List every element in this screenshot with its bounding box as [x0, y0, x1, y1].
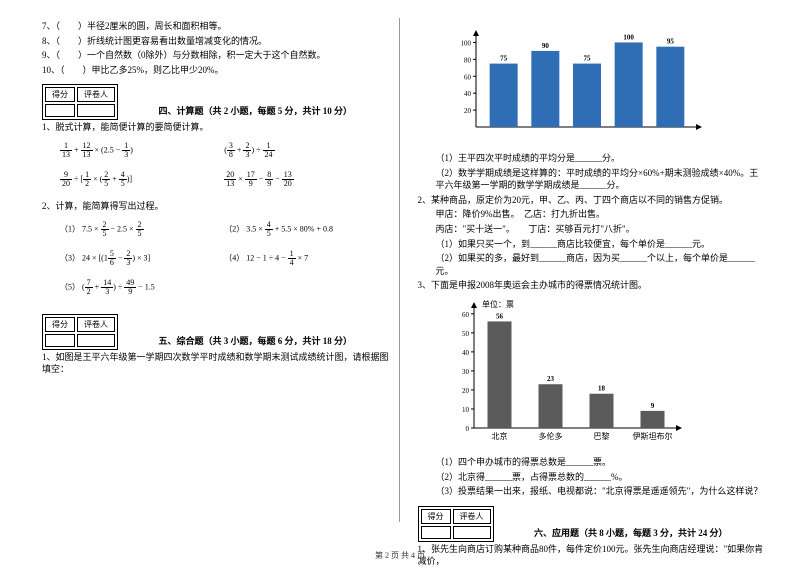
question-7: 7、（ ）半径2厘米的圆，周长和面积相等。	[42, 20, 389, 33]
svg-text:50: 50	[462, 330, 470, 338]
section-4-title: 四、计算题（共 2 小题，每题 5 分，共计 10 分）	[122, 104, 389, 117]
calc1-label: 1、脱式计算，能简便计算的要简便计算。	[42, 121, 389, 134]
svg-text:单位：票: 单位：票	[482, 299, 514, 309]
right-column: 2040608010075907510095 （1）王平四次平时成绩的平均分是_…	[408, 18, 765, 522]
eq-row-1: 113 + 1213 × (2.5 − 13) (38 + 23) ÷ 124	[42, 142, 389, 159]
svg-text:30: 30	[462, 368, 470, 376]
svg-text:80: 80	[464, 56, 472, 64]
svg-text:多伦多: 多伦多	[538, 431, 562, 441]
question-9: 9、（ ）一个自然数（0除外）与分数相除，积一定大于这个自然数。	[42, 49, 389, 62]
eq-label-4: （4）	[224, 253, 244, 262]
page-footer: 第 2 页 共 4 页	[0, 550, 800, 561]
svg-text:100: 100	[623, 33, 634, 41]
score-box-5: 得分评卷人	[42, 314, 118, 350]
svg-text:巴黎: 巴黎	[593, 431, 609, 441]
score-box-6: 得分评卷人	[418, 506, 494, 542]
grader-label: 评卷人	[453, 509, 491, 524]
grader-label: 评卷人	[77, 317, 115, 332]
eq-label-2: （2）	[224, 224, 244, 233]
p2b: 丙店："买十送一"。 丁店：买够百元打"八折"。	[418, 223, 765, 236]
p3b: （2）北京得______票，占得票总数的______%。	[418, 471, 765, 484]
p2d: （2）如果买的多，最好到______商店，因为买______个以上，每个单价是_…	[418, 252, 765, 277]
eq-row-3: （1） 7.5 × 25 − 2.5 × 25 （2） 3.5 × 45 + 5…	[42, 221, 389, 238]
svg-text:40: 40	[464, 90, 472, 98]
svg-text:20: 20	[464, 107, 472, 115]
p3: 3、下面是申报2008年奥运会主办城市的得票情况统计图。	[418, 279, 765, 292]
eq-3b: （2） 3.5 × 45 + 5.5 × 80% + 0.8	[224, 221, 388, 238]
eq-row-2: 920 ÷ [12 × (25 + 45)] 2013 × 179 − 89 −…	[42, 171, 389, 188]
svg-text:20: 20	[462, 387, 470, 395]
chart-1: 20 40 60 80 100 75 90 75 100 95	[448, 22, 765, 144]
svg-text:10: 10	[462, 406, 470, 414]
eq-4a: （3） 24 × [(156 − 23) × 3]	[42, 250, 224, 267]
svg-text:伊斯坦布尔: 伊斯坦布尔	[632, 431, 672, 441]
svg-text:40: 40	[462, 349, 470, 357]
eq-3a: （1） 7.5 × 25 − 2.5 × 25	[42, 221, 224, 238]
p2a: 甲店：降价9%出售。 乙店：打九折出售。	[418, 208, 765, 221]
svg-text:60: 60	[462, 311, 470, 319]
eq-label-5: （5）	[60, 282, 80, 291]
left-column: 7、（ ）半径2厘米的圆，周长和面积相等。 8、（ ）折线统计图更容易看出数量增…	[42, 18, 400, 522]
question-8: 8、（ ）折线统计图更容易看出数量增减变化的情况。	[42, 35, 389, 48]
eq-row-4: （3） 24 × [(156 − 23) × 3] （4） 12 − 1 ÷ 4…	[42, 250, 389, 267]
calc2-label: 2、计算，能简算得写出过程。	[42, 200, 389, 213]
score-label: 得分	[45, 317, 75, 332]
section-5-title: 五、综合题（共 3 小题，每题 6 分，共计 18 分）	[122, 334, 389, 347]
eq-row-5: （5） (72 + 143) ÷ 499 − 1.5	[42, 279, 389, 296]
chart2-svg: 单位：票 0 10 20 30 40 50 60 56 北京 23 多伦多 18 巴黎 9 伊斯坦布尔	[448, 296, 688, 446]
svg-text:95: 95	[666, 38, 674, 46]
eq-1a: 113 + 1213 × (2.5 − 13)	[42, 142, 224, 159]
p3c: （3）投票结果一出来，报纸、电视都说："北京得票是遥遥领先"，为什么这样说？	[418, 485, 765, 498]
svg-text:60: 60	[464, 73, 472, 81]
p2: 2、某种商品，原定价为20元，甲、乙、丙、丁四个商店以不同的销售方促销。	[418, 194, 765, 207]
svg-text:0: 0	[465, 425, 469, 433]
eq-2a: 920 ÷ [12 × (25 + 45)]	[42, 171, 224, 188]
eq-2b: 2013 × 179 − 89 − 1320	[224, 171, 388, 188]
p2c: （1）如果只买一个，到______商店比较便宜，每个单价是______元。	[418, 238, 765, 251]
r-q2: （2）数学学期成绩是这样算的：平时成绩的平均分×60%+期末测验成绩×40%。王…	[418, 167, 765, 192]
eq-5a: （5） (72 + 143) ÷ 499 − 1.5	[42, 279, 224, 296]
svg-text:56: 56	[496, 312, 504, 320]
comp-q1: 1、如图是王平六年级第一学期四次数学平时成绩和数学期末测试成绩统计图，请根据图填…	[42, 351, 389, 376]
svg-text:75: 75	[583, 55, 591, 63]
chart1-svg: 20 40 60 80 100 75 90 75 100 95	[448, 22, 708, 142]
svg-text:23: 23	[547, 375, 555, 383]
grader-label: 评卷人	[77, 87, 115, 102]
score-box-4: 得分评卷人	[42, 84, 118, 120]
svg-text:9: 9	[650, 402, 654, 410]
score-label: 得分	[45, 87, 75, 102]
svg-text:18: 18	[598, 385, 606, 393]
svg-text:75: 75	[500, 55, 508, 63]
section-6-title: 六、应用题（共 8 小题，每题 3 分，共计 24 分）	[498, 526, 765, 539]
r-q1: （1）王平四次平时成绩的平均分是______分。	[418, 152, 765, 165]
question-10: 10、（ ）甲比乙多25%，则乙比甲少20%。	[42, 64, 389, 77]
eq-label-3: （3）	[60, 253, 80, 262]
chart-2: 单位：票 0 10 20 30 40 50 60 56 北京 23 多伦多 18 巴黎 9 伊斯坦布尔	[448, 296, 765, 448]
svg-text:100: 100	[460, 39, 471, 47]
svg-text:北京: 北京	[491, 431, 507, 441]
p3a: （1）四个申办城市的得票总数是______票。	[418, 456, 765, 469]
score-label: 得分	[421, 509, 451, 524]
eq-4b: （4） 12 − 1 ÷ 4 − 14 × 7	[224, 250, 388, 267]
svg-text:90: 90	[541, 42, 549, 50]
eq-1b: (38 + 23) ÷ 124	[224, 142, 388, 159]
eq-label-1: （1）	[60, 224, 80, 233]
